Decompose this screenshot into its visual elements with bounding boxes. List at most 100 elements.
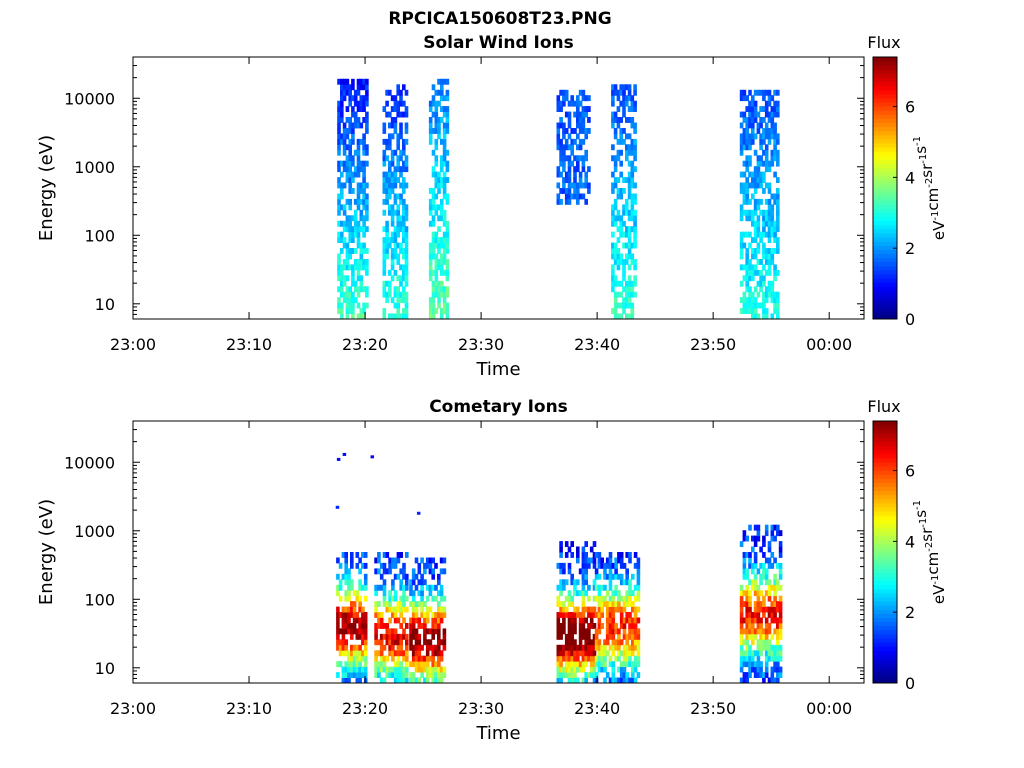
flux-cell	[336, 590, 340, 597]
flux-cell	[399, 639, 403, 646]
flux-cell	[616, 253, 621, 260]
flux-cell	[564, 639, 569, 646]
flux-cell	[388, 628, 392, 635]
flux-cell	[385, 89, 389, 96]
flux-cell	[767, 579, 772, 586]
flux-cell	[748, 650, 752, 657]
flux-cell	[345, 198, 350, 205]
flux-cell	[402, 149, 406, 156]
flux-cell	[423, 562, 427, 569]
burst-1	[382, 84, 409, 320]
flux-cell	[345, 242, 350, 249]
flux-cell	[587, 606, 591, 613]
flux-cell	[404, 160, 409, 167]
flux-cell	[374, 655, 378, 662]
flux-cell	[573, 590, 577, 597]
flux-cell	[337, 231, 341, 238]
flux-cell	[405, 573, 409, 580]
flux-cell	[625, 204, 629, 211]
colorbar-segment	[873, 457, 897, 463]
flux-cell	[409, 644, 413, 651]
flux-cell	[342, 242, 347, 249]
flux-cell	[409, 601, 413, 607]
flux-cell	[617, 644, 621, 651]
flux-cell	[393, 606, 398, 613]
flux-cell	[751, 666, 755, 673]
flux-cell	[385, 177, 389, 183]
flux-cell	[611, 666, 616, 673]
flux-cell	[581, 95, 586, 102]
flux-cell	[756, 524, 761, 531]
flux-cell	[751, 253, 755, 260]
flux-cell	[773, 628, 777, 635]
flux-cell	[776, 269, 780, 276]
flux-cell	[622, 259, 626, 265]
flux-cell	[559, 144, 563, 151]
flux-cell	[767, 280, 772, 287]
flux-cell	[359, 226, 364, 233]
flux-cell	[584, 133, 588, 140]
flux-cell	[562, 89, 566, 96]
flux-cell	[587, 562, 591, 569]
colorbar-segment	[873, 200, 897, 205]
flux-cell	[592, 584, 597, 591]
flux-cell	[762, 242, 766, 249]
colorbar-segment	[873, 286, 897, 291]
flux-cell	[745, 633, 749, 640]
flux-cell	[625, 286, 629, 293]
flux-cell	[776, 220, 780, 227]
colorbar-segment	[873, 572, 897, 578]
flux-cell	[625, 650, 629, 657]
flux-cell	[748, 633, 752, 640]
flux-cell	[592, 661, 597, 668]
flux-cell	[584, 590, 588, 597]
flux-cell	[382, 122, 387, 129]
flux-cell	[625, 313, 629, 320]
flux-cell	[756, 291, 761, 298]
colorbar-tick-label: 0	[905, 310, 915, 329]
flux-cell	[359, 308, 364, 314]
flux-cell	[633, 666, 638, 673]
flux-cell	[584, 644, 588, 651]
flux-cell	[388, 672, 392, 678]
flux-cell	[773, 155, 777, 162]
flux-cell	[759, 177, 763, 183]
flux-cell	[337, 144, 341, 151]
flux-cell	[377, 552, 381, 558]
flux-cell	[581, 552, 586, 558]
flux-cell	[578, 117, 583, 123]
flux-cell	[414, 557, 419, 564]
flux-cell	[584, 655, 588, 662]
flux-cell	[611, 117, 615, 123]
flux-cell	[365, 248, 369, 254]
x-tick-label: 23:30	[458, 699, 504, 718]
flux-cell	[622, 562, 627, 569]
flux-cell	[762, 133, 766, 140]
flux-cell	[753, 302, 758, 309]
flux-cell	[748, 672, 752, 678]
flux-cell	[351, 237, 355, 243]
flux-cell	[345, 275, 350, 282]
flux-cell	[753, 237, 758, 243]
flux-cell	[342, 291, 347, 298]
flux-cell	[423, 661, 427, 668]
flux-cell	[625, 590, 629, 597]
flux-cell	[756, 231, 761, 238]
flux-cell	[767, 541, 772, 547]
flux-cell	[745, 639, 749, 646]
flux-cell	[440, 117, 444, 123]
flux-cell	[619, 160, 623, 167]
flux-cell	[587, 639, 591, 646]
flux-cell	[742, 628, 747, 635]
plot-frame	[132, 420, 865, 684]
flux-cell	[559, 612, 563, 618]
flux-cell	[420, 573, 424, 580]
flux-cell	[627, 242, 632, 249]
flux-cell	[423, 568, 427, 575]
flux-cell	[359, 166, 364, 173]
flux-cell	[767, 264, 772, 271]
flux-cell	[614, 606, 618, 613]
flux-cell	[445, 264, 450, 271]
flux-cell	[762, 275, 766, 282]
flux-cell	[597, 573, 602, 580]
